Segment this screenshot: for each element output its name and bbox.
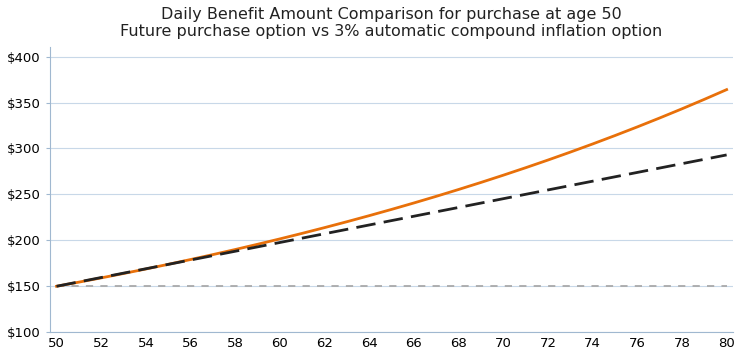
Title: Daily Benefit Amount Comparison for purchase at age 50
Future purchase option vs: Daily Benefit Amount Comparison for purc… <box>120 7 663 39</box>
